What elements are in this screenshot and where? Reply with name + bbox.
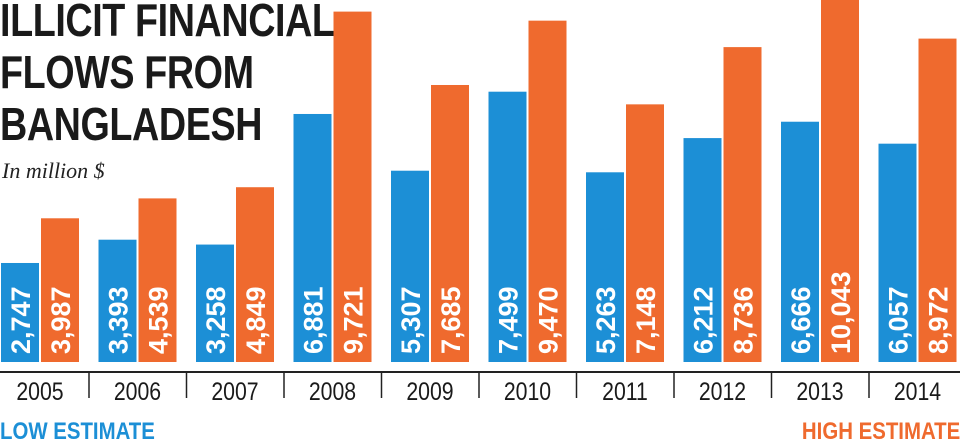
value-label-low-2007: 3,258 [201, 286, 231, 354]
bar-high-2012 [723, 47, 762, 362]
x-tick-label-2009: 2009 [406, 377, 453, 405]
title-line-1: ILLICIT FINANCIAL [0, 0, 335, 46]
x-tick-label-2005: 2005 [16, 377, 63, 405]
value-label-high-2009: 7,685 [436, 286, 466, 354]
bar-low-2010 [488, 91, 527, 363]
bar-high-2007 [236, 187, 274, 362]
x-tick-label-2010: 2010 [504, 377, 551, 405]
value-label-high-2013: 10,043 [826, 271, 856, 354]
value-label-low-2011: 5,263 [591, 286, 621, 354]
value-label-high-2012: 8,736 [729, 286, 759, 354]
legend-low-estimate: LOW ESTIMATE [0, 418, 155, 445]
bar-high-2013 [821, 0, 859, 362]
bar-low-2009 [391, 170, 429, 362]
legend-high-estimate: HIGH ESTIMATE [801, 418, 960, 445]
x-tick-label-2012: 2012 [699, 377, 746, 405]
x-tick-label-2006: 2006 [114, 377, 161, 405]
value-label-low-2009: 5,307 [396, 286, 426, 354]
chart-subtitle: In million $ [2, 158, 105, 183]
bar-high-2006 [138, 198, 177, 362]
value-label-high-2005: 3,987 [46, 286, 76, 354]
value-label-high-2014: 8,972 [924, 286, 954, 354]
value-label-low-2014: 6,057 [884, 286, 914, 354]
x-tick-label-2014: 2014 [894, 377, 941, 405]
bar-low-2005 [1, 262, 39, 362]
bar-low-2013 [781, 121, 819, 362]
value-label-high-2007: 4,849 [241, 286, 271, 354]
value-label-high-2006: 4,539 [144, 286, 174, 354]
bar-low-2012 [683, 138, 722, 362]
bar-high-2014 [918, 38, 957, 363]
bar-high-2010 [528, 20, 567, 363]
x-tick-label-2008: 2008 [309, 377, 356, 405]
bar-high-2009 [431, 84, 469, 362]
value-label-high-2010: 9,470 [534, 286, 564, 354]
value-label-high-2011: 7,148 [631, 286, 661, 354]
bar-low-2006 [98, 239, 137, 362]
bar-low-2014 [878, 143, 917, 362]
bar-low-2008 [293, 113, 332, 363]
value-label-low-2006: 3,393 [104, 286, 134, 354]
value-label-low-2005: 2,747 [6, 286, 36, 354]
bar-high-2005 [41, 218, 79, 362]
bar-low-2011 [586, 172, 624, 362]
value-label-low-2008: 6,881 [299, 286, 329, 354]
x-tick-label-2007: 2007 [211, 377, 258, 405]
title-line-3: BANGLADESH [0, 98, 263, 150]
bar-high-2008 [333, 11, 372, 362]
value-label-low-2010: 7,499 [494, 286, 524, 354]
value-label-low-2012: 6,212 [689, 286, 719, 354]
value-label-high-2008: 9,721 [339, 286, 369, 354]
value-label-low-2013: 6,666 [786, 286, 816, 354]
chart-title: ILLICIT FINANCIAL FLOWS FROM BANGLADESH [0, 0, 335, 150]
title-line-2: FLOWS FROM [0, 46, 254, 98]
x-tick-label-2011: 2011 [602, 377, 648, 405]
x-tick-label-2013: 2013 [796, 377, 843, 405]
bar-low-2007 [196, 244, 234, 362]
bar-high-2011 [626, 104, 664, 363]
